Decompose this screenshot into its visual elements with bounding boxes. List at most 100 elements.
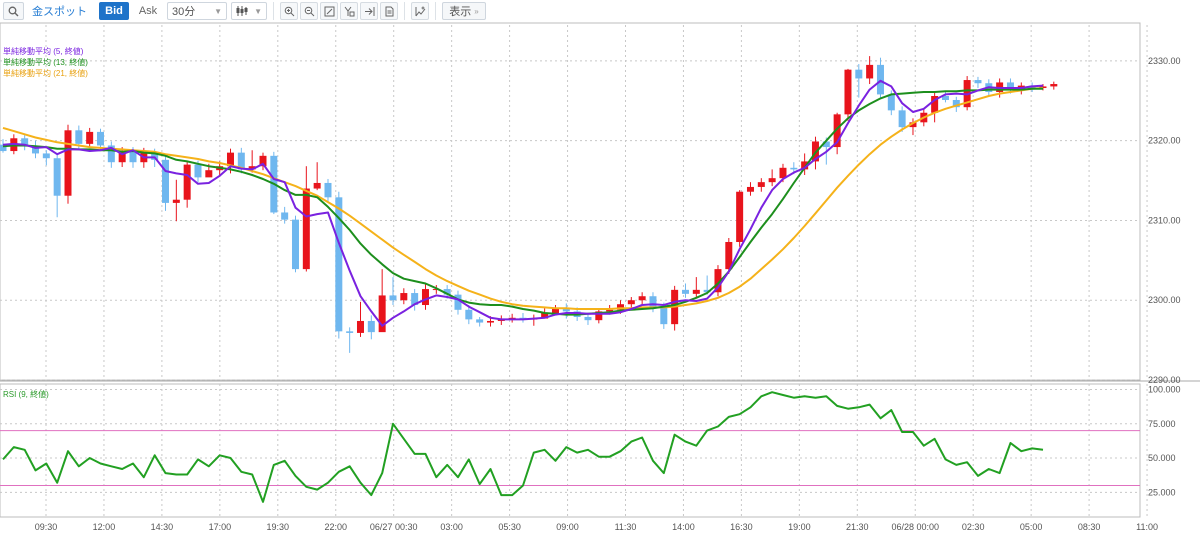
candle-body xyxy=(205,170,213,178)
price-label-icon[interactable] xyxy=(340,2,358,20)
candle-body xyxy=(941,96,949,100)
price-chart[interactable]: 09:30 12:00 14:30 17:00 19:30 22:00 06/27 00:3… xyxy=(0,22,1200,538)
x-tick-label: 19:30 xyxy=(267,522,290,532)
candle-body xyxy=(281,212,289,220)
timeframe-select[interactable]: 30分 ▼ xyxy=(167,2,227,20)
candle-body xyxy=(627,300,635,305)
add-indicator-icon[interactable] xyxy=(411,2,429,20)
jump-to-latest-icon[interactable] xyxy=(360,2,378,20)
candle-body xyxy=(692,289,700,294)
x-tick-label: 12:00 xyxy=(93,522,116,532)
zoom-out-icon[interactable] xyxy=(300,2,318,20)
candle-body xyxy=(736,191,744,242)
candle-body xyxy=(541,312,549,319)
candle-body xyxy=(898,110,906,128)
candle-body xyxy=(346,331,354,333)
candle-body xyxy=(681,289,689,294)
candle-body xyxy=(421,289,429,306)
x-tick-label: 16:30 xyxy=(730,522,753,532)
toolbar: 金スポット Bid Ask 30分 ▼ ▼ 表示 » xyxy=(0,0,1200,22)
candle-body xyxy=(302,188,310,270)
candle-body xyxy=(324,182,332,198)
candle-body xyxy=(194,164,202,178)
x-tick-label: 06/28 00:00 xyxy=(891,522,939,532)
y-tick-label: 2310.00 xyxy=(1148,215,1181,225)
x-tick-label: 11:30 xyxy=(615,522,637,532)
candle-body xyxy=(465,309,473,320)
candle-body xyxy=(779,167,787,179)
display-menu-label: 表示 xyxy=(449,6,472,18)
price-panel-frame xyxy=(0,22,1141,381)
rsi-tick-label: 75.000 xyxy=(1148,419,1176,429)
x-tick-label: 06/27 00:30 xyxy=(370,522,418,532)
candle-body xyxy=(833,114,841,148)
candle-body xyxy=(42,153,50,159)
candle-body xyxy=(378,295,386,333)
candle-body xyxy=(638,296,646,301)
candle-body xyxy=(313,182,321,189)
candle-body xyxy=(237,152,245,170)
candle-body xyxy=(1050,84,1058,87)
x-tick-label: 08:30 xyxy=(1078,522,1101,532)
rsi-tick-label: 25.000 xyxy=(1148,487,1176,497)
zoom-in-icon[interactable] xyxy=(280,2,298,20)
candle-body xyxy=(96,131,104,146)
chevron-down-icon: ▼ xyxy=(214,6,222,16)
y-tick-label: 2290.00 xyxy=(1148,375,1181,385)
legend-rsi: RSI (9, 終値) xyxy=(3,390,49,399)
search-icon[interactable] xyxy=(3,2,24,20)
candle-body xyxy=(801,161,809,170)
candle-body xyxy=(757,182,765,187)
candle-body xyxy=(790,167,798,170)
document-icon[interactable] xyxy=(380,2,398,20)
symbol-name[interactable]: 金スポット xyxy=(32,6,87,18)
x-tick-label: 03:00 xyxy=(440,522,463,532)
x-tick-label: 14:00 xyxy=(672,522,695,532)
candle-body xyxy=(161,159,169,203)
candle-body xyxy=(519,317,527,319)
legend-sma21: 単純移動平均 (21, 終値) xyxy=(3,69,88,78)
candle-body xyxy=(389,295,397,301)
candle-body xyxy=(86,131,94,144)
candle-body xyxy=(855,69,863,79)
bid-button[interactable]: Bid xyxy=(99,2,129,20)
candle-body xyxy=(400,293,408,301)
toolbar-divider xyxy=(273,2,274,20)
candle-body xyxy=(151,152,159,160)
candle-body xyxy=(411,293,419,306)
candle-body xyxy=(31,146,39,154)
rsi-line xyxy=(2,391,1044,503)
candle-body xyxy=(64,130,72,196)
candlestick-icon xyxy=(236,6,248,16)
toolbar-divider xyxy=(404,2,405,20)
tool-icons xyxy=(280,2,398,20)
timeframe-value: 30分 xyxy=(172,6,196,18)
chart-type-select[interactable]: ▼ xyxy=(231,2,267,20)
legend-sma5: 単純移動平均 (5, 終値) xyxy=(3,47,84,56)
candle-body xyxy=(703,289,711,293)
toolbar-divider xyxy=(435,2,436,20)
sma5-line xyxy=(2,79,1044,327)
candle-body xyxy=(432,289,440,291)
display-menu-button[interactable]: 表示 » xyxy=(442,2,486,20)
candle-body xyxy=(118,151,126,163)
sma13-line xyxy=(2,87,1043,316)
candle-body xyxy=(443,289,451,295)
candle-body xyxy=(887,94,895,111)
candle-body xyxy=(226,152,234,167)
candle-body xyxy=(107,145,115,163)
candle-body xyxy=(356,320,364,333)
candle-body xyxy=(974,80,982,84)
candle-body xyxy=(952,99,960,108)
candle-body xyxy=(595,311,603,321)
candle-body xyxy=(649,296,657,308)
candle-body xyxy=(129,151,137,163)
candle-body xyxy=(259,155,267,167)
candle-body xyxy=(1006,82,1014,91)
candle-body xyxy=(291,219,299,270)
fit-screen-icon[interactable] xyxy=(320,2,338,20)
candle-body xyxy=(909,122,917,128)
x-tick-label: 05:00 xyxy=(1020,522,1043,532)
y-tick-label: 2300.00 xyxy=(1148,295,1181,305)
ask-button[interactable]: Ask xyxy=(133,2,163,20)
